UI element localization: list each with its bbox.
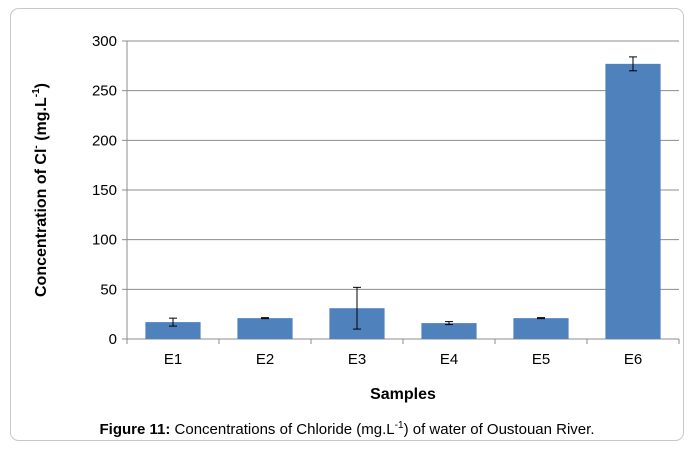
y-title-sup: -1 (31, 88, 42, 97)
y-title-part: (mg.L (33, 97, 50, 145)
figure-frame (10, 8, 684, 441)
error-bar (353, 286, 361, 330)
error-bar (629, 56, 637, 72)
error-bar (169, 317, 177, 327)
bar (421, 323, 477, 339)
x-tick-label: E3 (348, 351, 366, 368)
x-tick-label: E6 (624, 351, 642, 368)
y-title-sup: - (31, 145, 42, 148)
error-bar (537, 317, 545, 320)
error-bar (261, 317, 269, 320)
caption: Figure 11: Concentrations of Chloride (m… (100, 420, 595, 438)
x-tick-label: E5 (532, 351, 550, 368)
caption-text: Concentrations of Chloride (mg.L (170, 421, 394, 438)
y-axis-title: Concentration of Cl- (mg.L-1) (31, 83, 50, 297)
caption-label: Figure 11: (100, 421, 171, 438)
caption-text: ) of water of Oustouan River. (404, 421, 595, 438)
y-tick-label: 200 (92, 132, 117, 149)
x-tick-label: E1 (164, 351, 182, 368)
y-tick-label: 0 (109, 331, 117, 348)
y-tick-label: 150 (92, 182, 117, 199)
y-tick-label: 300 (92, 33, 117, 50)
y-tick-label: 50 (100, 281, 117, 298)
y-title-part: ) (33, 83, 50, 88)
error-bar (445, 321, 453, 326)
bar (237, 318, 293, 339)
bar (513, 318, 569, 339)
y-title-part: Concentration of Cl (33, 149, 50, 297)
caption-sup: -1 (395, 420, 404, 431)
bar (605, 63, 661, 339)
x-tick-label: E4 (440, 351, 458, 368)
x-tick-label: E2 (256, 351, 274, 368)
y-tick-label: 250 (92, 83, 117, 100)
bar (145, 322, 201, 339)
y-tick-label: 100 (92, 232, 117, 249)
x-axis-title: Samples (370, 386, 436, 403)
